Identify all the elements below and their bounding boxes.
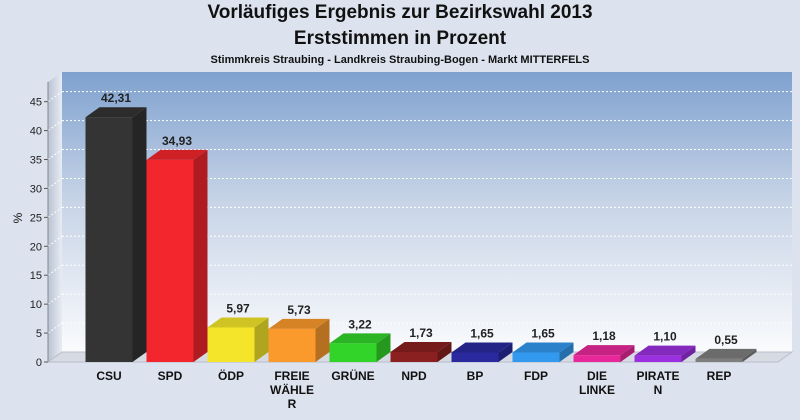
gridline-diag bbox=[47, 235, 63, 247]
bar-front bbox=[512, 352, 560, 362]
bars bbox=[85, 107, 757, 362]
bar bbox=[390, 341, 452, 362]
bar bbox=[634, 345, 696, 362]
bar bbox=[512, 342, 574, 362]
data-label: 1,18 bbox=[592, 329, 616, 343]
bar-front bbox=[207, 327, 255, 362]
chart-subtitle: Stimmkreis Straubing - Landkreis Straubi… bbox=[210, 54, 590, 66]
y-tick-label: 30 bbox=[30, 183, 42, 195]
data-label: 5,97 bbox=[226, 301, 250, 315]
bar-side bbox=[193, 149, 208, 362]
bar-front bbox=[451, 352, 499, 362]
gridline-diag bbox=[47, 293, 63, 305]
y-tick-label: 0 bbox=[36, 357, 42, 369]
bar-top bbox=[207, 317, 269, 328]
bar-top bbox=[146, 149, 208, 160]
data-label: 34,93 bbox=[162, 134, 192, 148]
bar-side bbox=[742, 348, 757, 362]
bar bbox=[207, 317, 269, 362]
gridline-diag bbox=[47, 91, 63, 103]
chart-title-line2: Erststimmen in Prozent bbox=[293, 28, 507, 49]
bar-top bbox=[634, 345, 696, 356]
category-label: PIRATE N bbox=[636, 369, 679, 397]
x-axis: CSU SPD ÖDP FREIE WÄHLE R GRÜNE NPD BP FDP DIE LINK… bbox=[96, 368, 731, 411]
bar-front bbox=[146, 159, 194, 362]
gridline-diag bbox=[47, 178, 63, 189]
gridline-diag bbox=[47, 322, 63, 334]
bar-front bbox=[695, 358, 743, 362]
data-label: 0,55 bbox=[714, 333, 738, 347]
gridline-diag bbox=[47, 120, 63, 132]
bar-side bbox=[437, 341, 452, 362]
bar-top bbox=[695, 348, 757, 359]
bar-top bbox=[573, 345, 635, 356]
data-label: 1,65 bbox=[531, 326, 555, 340]
bar-top bbox=[512, 342, 574, 353]
gridline-diag bbox=[47, 206, 63, 218]
category-label: GRÜNE bbox=[331, 368, 374, 383]
y-tick-label: 45 bbox=[30, 97, 42, 109]
gridline-diag bbox=[47, 149, 63, 160]
value-labels: 42,31 34,93 5,97 5,73 3,22 1,73 1,65 1,65 1,18 1,… bbox=[101, 91, 738, 347]
bar-top bbox=[451, 342, 513, 353]
bar-front bbox=[85, 117, 133, 362]
bar bbox=[146, 149, 208, 362]
bar-side bbox=[132, 107, 147, 362]
y-tick-label: 15 bbox=[30, 270, 42, 282]
bar-top bbox=[390, 341, 452, 352]
data-label: 1,65 bbox=[470, 326, 494, 340]
bar-top bbox=[329, 333, 391, 344]
y-tick-label: 5 bbox=[36, 328, 42, 340]
bar-front bbox=[268, 328, 316, 362]
bar-side bbox=[681, 345, 696, 362]
bar-side bbox=[559, 342, 574, 362]
bar-top bbox=[268, 318, 330, 329]
bar bbox=[695, 348, 757, 362]
gridline-diag bbox=[47, 264, 63, 276]
y-tick-label: 25 bbox=[30, 212, 42, 224]
side-wall bbox=[48, 72, 62, 362]
category-label: FREIE WÄHLE R bbox=[270, 369, 314, 411]
y-tick-label: 35 bbox=[30, 155, 42, 167]
bar bbox=[329, 333, 391, 362]
bar bbox=[573, 345, 635, 362]
category-label: NPD bbox=[401, 369, 427, 383]
y-tick-label: 10 bbox=[30, 299, 42, 311]
bar-side bbox=[498, 342, 513, 362]
bar-side bbox=[376, 333, 391, 362]
bar-front bbox=[573, 355, 621, 362]
bar bbox=[451, 342, 513, 362]
y-tick-label: 40 bbox=[30, 126, 42, 138]
data-label: 42,31 bbox=[101, 91, 131, 105]
data-label: 3,22 bbox=[348, 317, 372, 331]
bar-front bbox=[634, 355, 682, 362]
bar bbox=[85, 107, 147, 362]
bar-front bbox=[329, 343, 377, 362]
category-label: REP bbox=[707, 369, 732, 383]
bar-side bbox=[254, 317, 269, 362]
category-label: DIE LINKE bbox=[579, 369, 615, 397]
data-label: 1,73 bbox=[409, 326, 433, 340]
bar bbox=[268, 318, 330, 362]
bar-top bbox=[85, 107, 147, 118]
y-tick-label: 20 bbox=[30, 241, 42, 253]
bar-side bbox=[620, 345, 635, 362]
category-label: FDP bbox=[524, 369, 548, 383]
data-label: 1,10 bbox=[653, 330, 677, 344]
data-label: 5,73 bbox=[287, 303, 311, 317]
category-label: CSU bbox=[96, 369, 121, 383]
chart-title: Vorläufiges Ergebnis zur Bezirkswahl 201… bbox=[207, 2, 593, 23]
category-label: BP bbox=[467, 369, 484, 383]
y-axis-label: % bbox=[11, 212, 25, 223]
category-label: ÖDP bbox=[218, 368, 244, 383]
bar-front bbox=[390, 351, 438, 362]
bar-side bbox=[315, 318, 330, 362]
y-axis: 0 5 10 15 20 25 30 35 40 45 bbox=[30, 82, 49, 369]
category-label: SPD bbox=[158, 369, 183, 383]
